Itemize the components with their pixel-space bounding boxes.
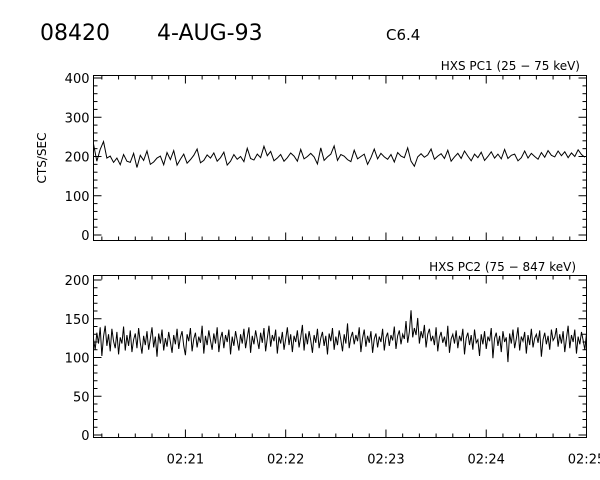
x-tick-label: 02:22 [267,453,304,468]
panel-pc2: HXS PC2 (75 − 847 keV) 0 50 100 150 200 02:2… [65,260,600,468]
y-tick-label: 300 [65,111,90,126]
event-id: 08420 [40,21,110,46]
y-tick-label: 150 [65,313,90,328]
x-tick-label: 02:25 [568,453,600,468]
event-date: 4-AUG-93 [157,21,263,46]
series-line-pc1 [93,139,586,168]
y-tick-label: 400 [65,72,90,87]
y-tick-label: 100 [65,352,90,367]
y-axis-pc1: 0 100 200 300 400 [65,72,587,244]
x-axis-pc2: 02:21 02:22 02:23 02:24 02:25 [101,275,600,468]
plot-frame-pc1 [93,75,587,241]
y-tick-label: 100 [65,190,90,205]
x-axis-pc1 [101,75,587,241]
panel-title-pc2: HXS PC2 (75 − 847 keV) [429,260,576,274]
x-tick-label: 02:23 [367,453,404,468]
series-line-pc2 [93,310,587,363]
x-tick-label: 02:21 [167,453,204,468]
y-axis-label: CTS/SEC [35,133,49,184]
plot-frame-pc2 [93,275,587,438]
x-tick-label: 02:24 [467,453,504,468]
y-tick-label: 200 [65,274,90,289]
panel-title-pc1: HXS PC1 (25 − 75 keV) [441,59,580,73]
panel-pc1: HXS PC1 (25 − 75 keV) 0 100 200 300 400 CTS/… [35,59,587,244]
y-tick-label: 0 [81,229,89,244]
y-tick-label: 0 [81,429,89,444]
flare-class: C6.4 [386,26,420,44]
y-tick-label: 200 [65,151,90,166]
y-tick-label: 50 [73,390,90,405]
